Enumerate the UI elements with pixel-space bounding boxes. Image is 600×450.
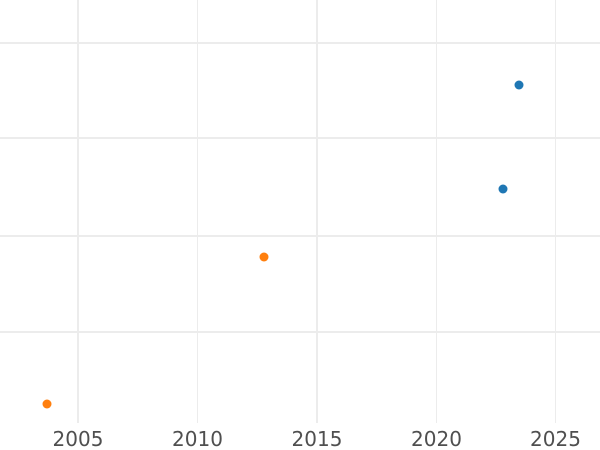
horizontal-gridline-1 <box>0 137 600 139</box>
vertical-gridline-2025 <box>554 0 557 423</box>
horizontal-gridline-2 <box>0 234 600 237</box>
data-point-blue-series-1 <box>514 80 524 90</box>
vertical-gridline-2010 <box>196 0 199 423</box>
data-point-orange-series-0 <box>42 399 52 408</box>
horizontal-gridline-3 <box>0 331 600 333</box>
x-tick-label-2020: 2020 <box>411 427 462 450</box>
vertical-gridline-2020 <box>435 0 438 423</box>
x-tick-label-2005: 2005 <box>52 427 104 450</box>
data-point-orange-series-1 <box>259 252 269 262</box>
vertical-gridline-2005 <box>77 0 79 423</box>
vertical-gridline-2015 <box>316 0 318 423</box>
x-tick-label-2015: 2015 <box>291 427 343 450</box>
x-tick-label-2025: 2025 <box>530 427 581 450</box>
horizontal-gridline-0 <box>0 41 600 44</box>
x-tick-label-2010: 2010 <box>172 427 223 450</box>
data-point-blue-series-0 <box>498 184 507 193</box>
